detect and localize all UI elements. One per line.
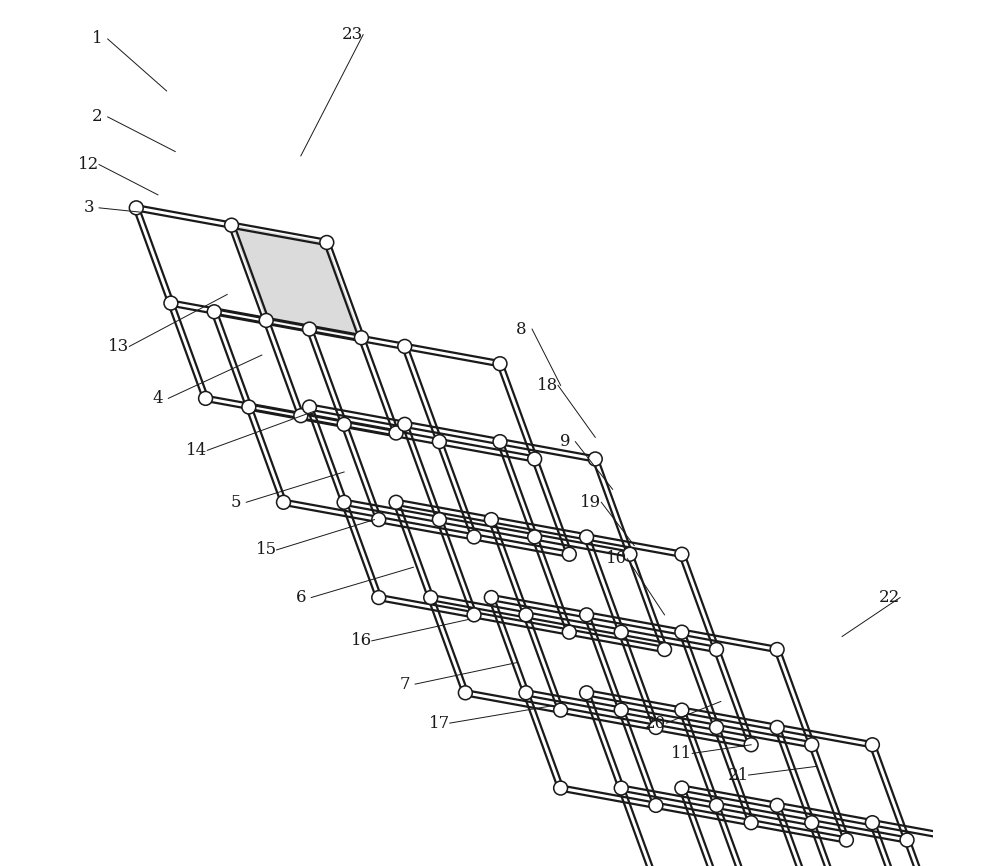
Text: 9: 9 xyxy=(560,433,570,450)
Circle shape xyxy=(277,495,290,509)
Text: 4: 4 xyxy=(153,390,163,407)
Circle shape xyxy=(623,547,637,561)
Circle shape xyxy=(614,625,628,639)
Circle shape xyxy=(580,686,594,700)
Circle shape xyxy=(805,816,819,830)
Circle shape xyxy=(658,643,671,656)
Text: 6: 6 xyxy=(296,589,306,606)
Polygon shape xyxy=(232,225,361,338)
Circle shape xyxy=(372,591,386,604)
Circle shape xyxy=(839,833,853,847)
Circle shape xyxy=(467,530,481,544)
Circle shape xyxy=(519,608,533,622)
Text: 7: 7 xyxy=(399,675,410,693)
Text: 3: 3 xyxy=(83,199,94,216)
Circle shape xyxy=(588,452,602,466)
Circle shape xyxy=(129,201,143,215)
Circle shape xyxy=(528,452,542,466)
Circle shape xyxy=(580,530,594,544)
Circle shape xyxy=(389,495,403,509)
Circle shape xyxy=(614,703,628,717)
Text: 16: 16 xyxy=(351,632,372,650)
Circle shape xyxy=(770,643,784,656)
Circle shape xyxy=(199,391,212,405)
Circle shape xyxy=(675,547,689,561)
Circle shape xyxy=(207,305,221,319)
Circle shape xyxy=(398,417,412,431)
Text: 11: 11 xyxy=(671,745,692,762)
Circle shape xyxy=(614,781,628,795)
Circle shape xyxy=(675,703,689,717)
Circle shape xyxy=(580,608,594,622)
Circle shape xyxy=(710,798,723,812)
Text: 10: 10 xyxy=(606,550,628,567)
Circle shape xyxy=(337,495,351,509)
Circle shape xyxy=(710,721,723,734)
Text: 14: 14 xyxy=(186,442,208,459)
Circle shape xyxy=(458,686,472,700)
Circle shape xyxy=(528,530,542,544)
Circle shape xyxy=(649,798,663,812)
Circle shape xyxy=(562,547,576,561)
Circle shape xyxy=(649,721,663,734)
Text: 17: 17 xyxy=(429,714,450,732)
Text: 21: 21 xyxy=(728,766,749,784)
Text: 12: 12 xyxy=(78,156,99,173)
Circle shape xyxy=(424,591,438,604)
Text: 22: 22 xyxy=(879,589,900,606)
Circle shape xyxy=(372,513,386,527)
Circle shape xyxy=(865,738,879,752)
Circle shape xyxy=(675,781,689,795)
Text: 8: 8 xyxy=(516,320,527,338)
Text: 13: 13 xyxy=(108,338,130,355)
Circle shape xyxy=(744,738,758,752)
Circle shape xyxy=(303,322,316,336)
Circle shape xyxy=(770,721,784,734)
Circle shape xyxy=(484,591,498,604)
Circle shape xyxy=(389,426,403,440)
Circle shape xyxy=(225,218,238,232)
Text: 2: 2 xyxy=(92,108,103,126)
Circle shape xyxy=(432,513,446,527)
Circle shape xyxy=(554,703,568,717)
Circle shape xyxy=(900,833,914,847)
Circle shape xyxy=(770,798,784,812)
Text: 1: 1 xyxy=(92,30,103,48)
Circle shape xyxy=(805,738,819,752)
Circle shape xyxy=(519,686,533,700)
Circle shape xyxy=(164,296,178,310)
Circle shape xyxy=(562,625,576,639)
Text: 15: 15 xyxy=(256,541,277,559)
Circle shape xyxy=(320,236,334,249)
Text: 18: 18 xyxy=(537,377,558,394)
Circle shape xyxy=(961,833,975,847)
Circle shape xyxy=(355,331,368,345)
Circle shape xyxy=(493,357,507,371)
Circle shape xyxy=(675,625,689,639)
Text: 23: 23 xyxy=(342,26,363,43)
Circle shape xyxy=(467,608,481,622)
Circle shape xyxy=(242,400,256,414)
Circle shape xyxy=(493,435,507,449)
Circle shape xyxy=(294,409,308,423)
Text: 20: 20 xyxy=(645,714,667,732)
Circle shape xyxy=(710,643,723,656)
Circle shape xyxy=(398,339,412,353)
Circle shape xyxy=(554,781,568,795)
Circle shape xyxy=(337,417,351,431)
Text: 5: 5 xyxy=(231,494,241,511)
Circle shape xyxy=(303,400,316,414)
Circle shape xyxy=(432,435,446,449)
Circle shape xyxy=(744,816,758,830)
Text: 19: 19 xyxy=(580,494,601,511)
Circle shape xyxy=(484,513,498,527)
Circle shape xyxy=(259,313,273,327)
Circle shape xyxy=(865,816,879,830)
